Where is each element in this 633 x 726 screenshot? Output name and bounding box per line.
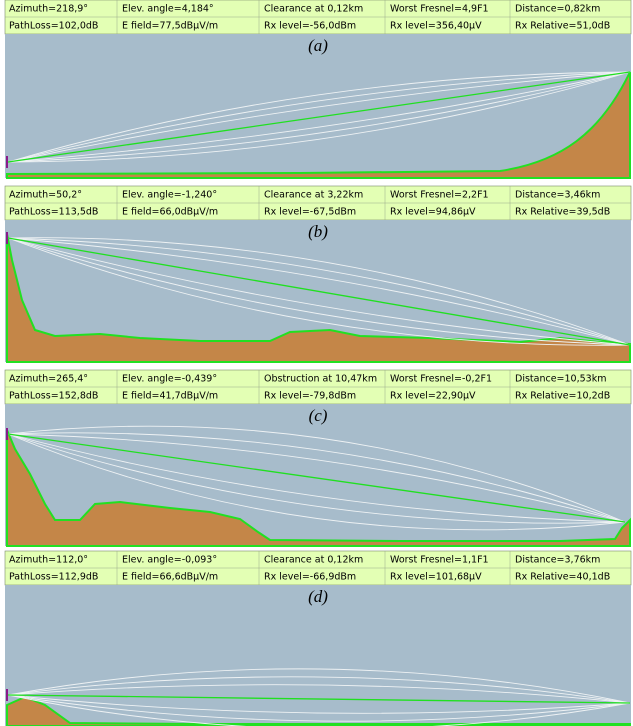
header-cell: Rx level=-56,0dBm [264, 21, 356, 32]
antenna [6, 232, 8, 244]
header-cell: PathLoss=113,5dB [9, 207, 98, 218]
antenna [6, 428, 8, 440]
fresnel-zone [7, 684, 631, 704]
antenna [6, 689, 8, 701]
fresnel-zone [7, 433, 626, 523]
header-cell: E field=66,0dBµV/m [122, 207, 218, 218]
profile: (a) [5, 34, 631, 179]
header-cell: Rx level=101,68µV [390, 572, 482, 583]
header-cell: Worst Fresnel=4,9F1 [390, 4, 489, 15]
panel-label: (d) [308, 587, 328, 606]
fresnel-zone [7, 71, 631, 163]
header-cell: Azimuth=265,4° [9, 374, 88, 385]
antenna [6, 156, 8, 168]
panel-label: (c) [309, 406, 328, 425]
header-cell: Distance=3,46km [515, 190, 600, 201]
header-cell: Clearance at 0,12km [264, 555, 363, 566]
header-cell: Elev. angle=-1,240° [122, 190, 217, 201]
link-line [7, 433, 626, 523]
fresnel-zone [7, 237, 631, 346]
header-cell: Rx level=-66,9dBm [264, 572, 356, 583]
header-cell: Rx level=94,86µV [390, 207, 476, 218]
header-cell: Rx level=-79,8dBm [264, 391, 356, 402]
fresnel-zone [7, 237, 631, 346]
profile: (c) [5, 404, 631, 547]
profile-bg [5, 585, 631, 726]
fresnel-zone [7, 71, 631, 163]
fresnel-zone [7, 237, 631, 346]
fresnel-zone [7, 433, 626, 523]
fresnel-zone [7, 433, 626, 524]
header-cell: Distance=10,53km [515, 374, 606, 385]
profile-bg [5, 34, 631, 178]
header-cell: E field=66,6dBµV/m [122, 572, 218, 583]
header-cell: Elev. angle=4,184° [122, 4, 214, 15]
header-cell: Worst Fresnel=-0,2F1 [390, 374, 492, 385]
fresnel-zone [7, 694, 631, 714]
link-line [7, 237, 631, 346]
header-cell: Rx Relative=10,2dB [515, 391, 610, 402]
header-cell: Clearance at 0,12km [264, 4, 363, 15]
header-cell: E field=41,7dBµV/m [122, 391, 218, 402]
header-cell: E field=77,5dBµV/m [122, 21, 218, 32]
header-cell: Worst Fresnel=2,2F1 [390, 190, 489, 201]
link-line [7, 694, 631, 704]
panel-label: (a) [308, 36, 328, 55]
header-cell: Elev. angle=-0,093° [122, 555, 217, 566]
header-cell: PathLoss=112,9dB [9, 572, 98, 583]
profile: (b) [5, 220, 631, 363]
terrain [6, 429, 631, 547]
header-cell: Rx Relative=40,1dB [515, 572, 610, 583]
header-cell: Rx level=356,40µV [390, 21, 482, 32]
header-cell: Azimuth=112,0° [9, 555, 88, 566]
header-cell: Azimuth=50,2° [9, 190, 82, 201]
header-cell: PathLoss=102,0dB [9, 21, 98, 32]
header-cell: Rx level=22,90µV [390, 391, 476, 402]
panel: Azimuth=50,2° Elev. angle=-1,240° Clearanc… [4, 185, 632, 363]
link-line [7, 71, 631, 163]
header-cell: Rx Relative=39,5dB [515, 207, 610, 218]
fresnel-zone [7, 71, 631, 163]
fresnel-zone [7, 237, 631, 346]
fresnel-zone [7, 668, 631, 704]
fresnel-zone [7, 432, 626, 523]
panel: Azimuth=218,9° Elev. angle=4,184° Clearanc… [4, 0, 632, 179]
header-cell: Rx Relative=51,0dB [515, 21, 610, 32]
header-cell: Azimuth=218,9° [9, 4, 88, 15]
header-cell: Clearance at 3,22km [264, 190, 363, 201]
header-cell: PathLoss=152,8dB [9, 391, 98, 402]
header-cell: Distance=0,82km [515, 4, 600, 15]
fresnel-zone [7, 433, 626, 531]
fresnel-zone [7, 71, 631, 163]
fresnel-zone [7, 71, 631, 163]
fresnel-zone [7, 71, 631, 163]
profile: (d) [5, 585, 631, 726]
fresnel-zone [7, 694, 631, 726]
header-cell: Worst Fresnel=1,1F1 [390, 555, 489, 566]
fresnel-zone [7, 237, 631, 346]
fresnel-zone [7, 694, 631, 722]
header-cell: Elev. angle=-0,439° [122, 374, 217, 385]
panel-label: (b) [308, 222, 328, 241]
fresnel-zone [7, 676, 631, 704]
header-cell: Distance=3,76km [515, 555, 600, 566]
fresnel-zone [7, 425, 626, 523]
panel: Azimuth=265,4° Elev. angle=-0,439° Obstruc… [4, 369, 632, 547]
header-cell: Rx level=-67,5dBm [264, 207, 356, 218]
panel: Azimuth=112,0° Elev. angle=-0,093° Clearan… [4, 550, 632, 726]
fresnel-zone [7, 237, 631, 346]
header-cell: Obstruction at 10,47km [264, 374, 377, 385]
